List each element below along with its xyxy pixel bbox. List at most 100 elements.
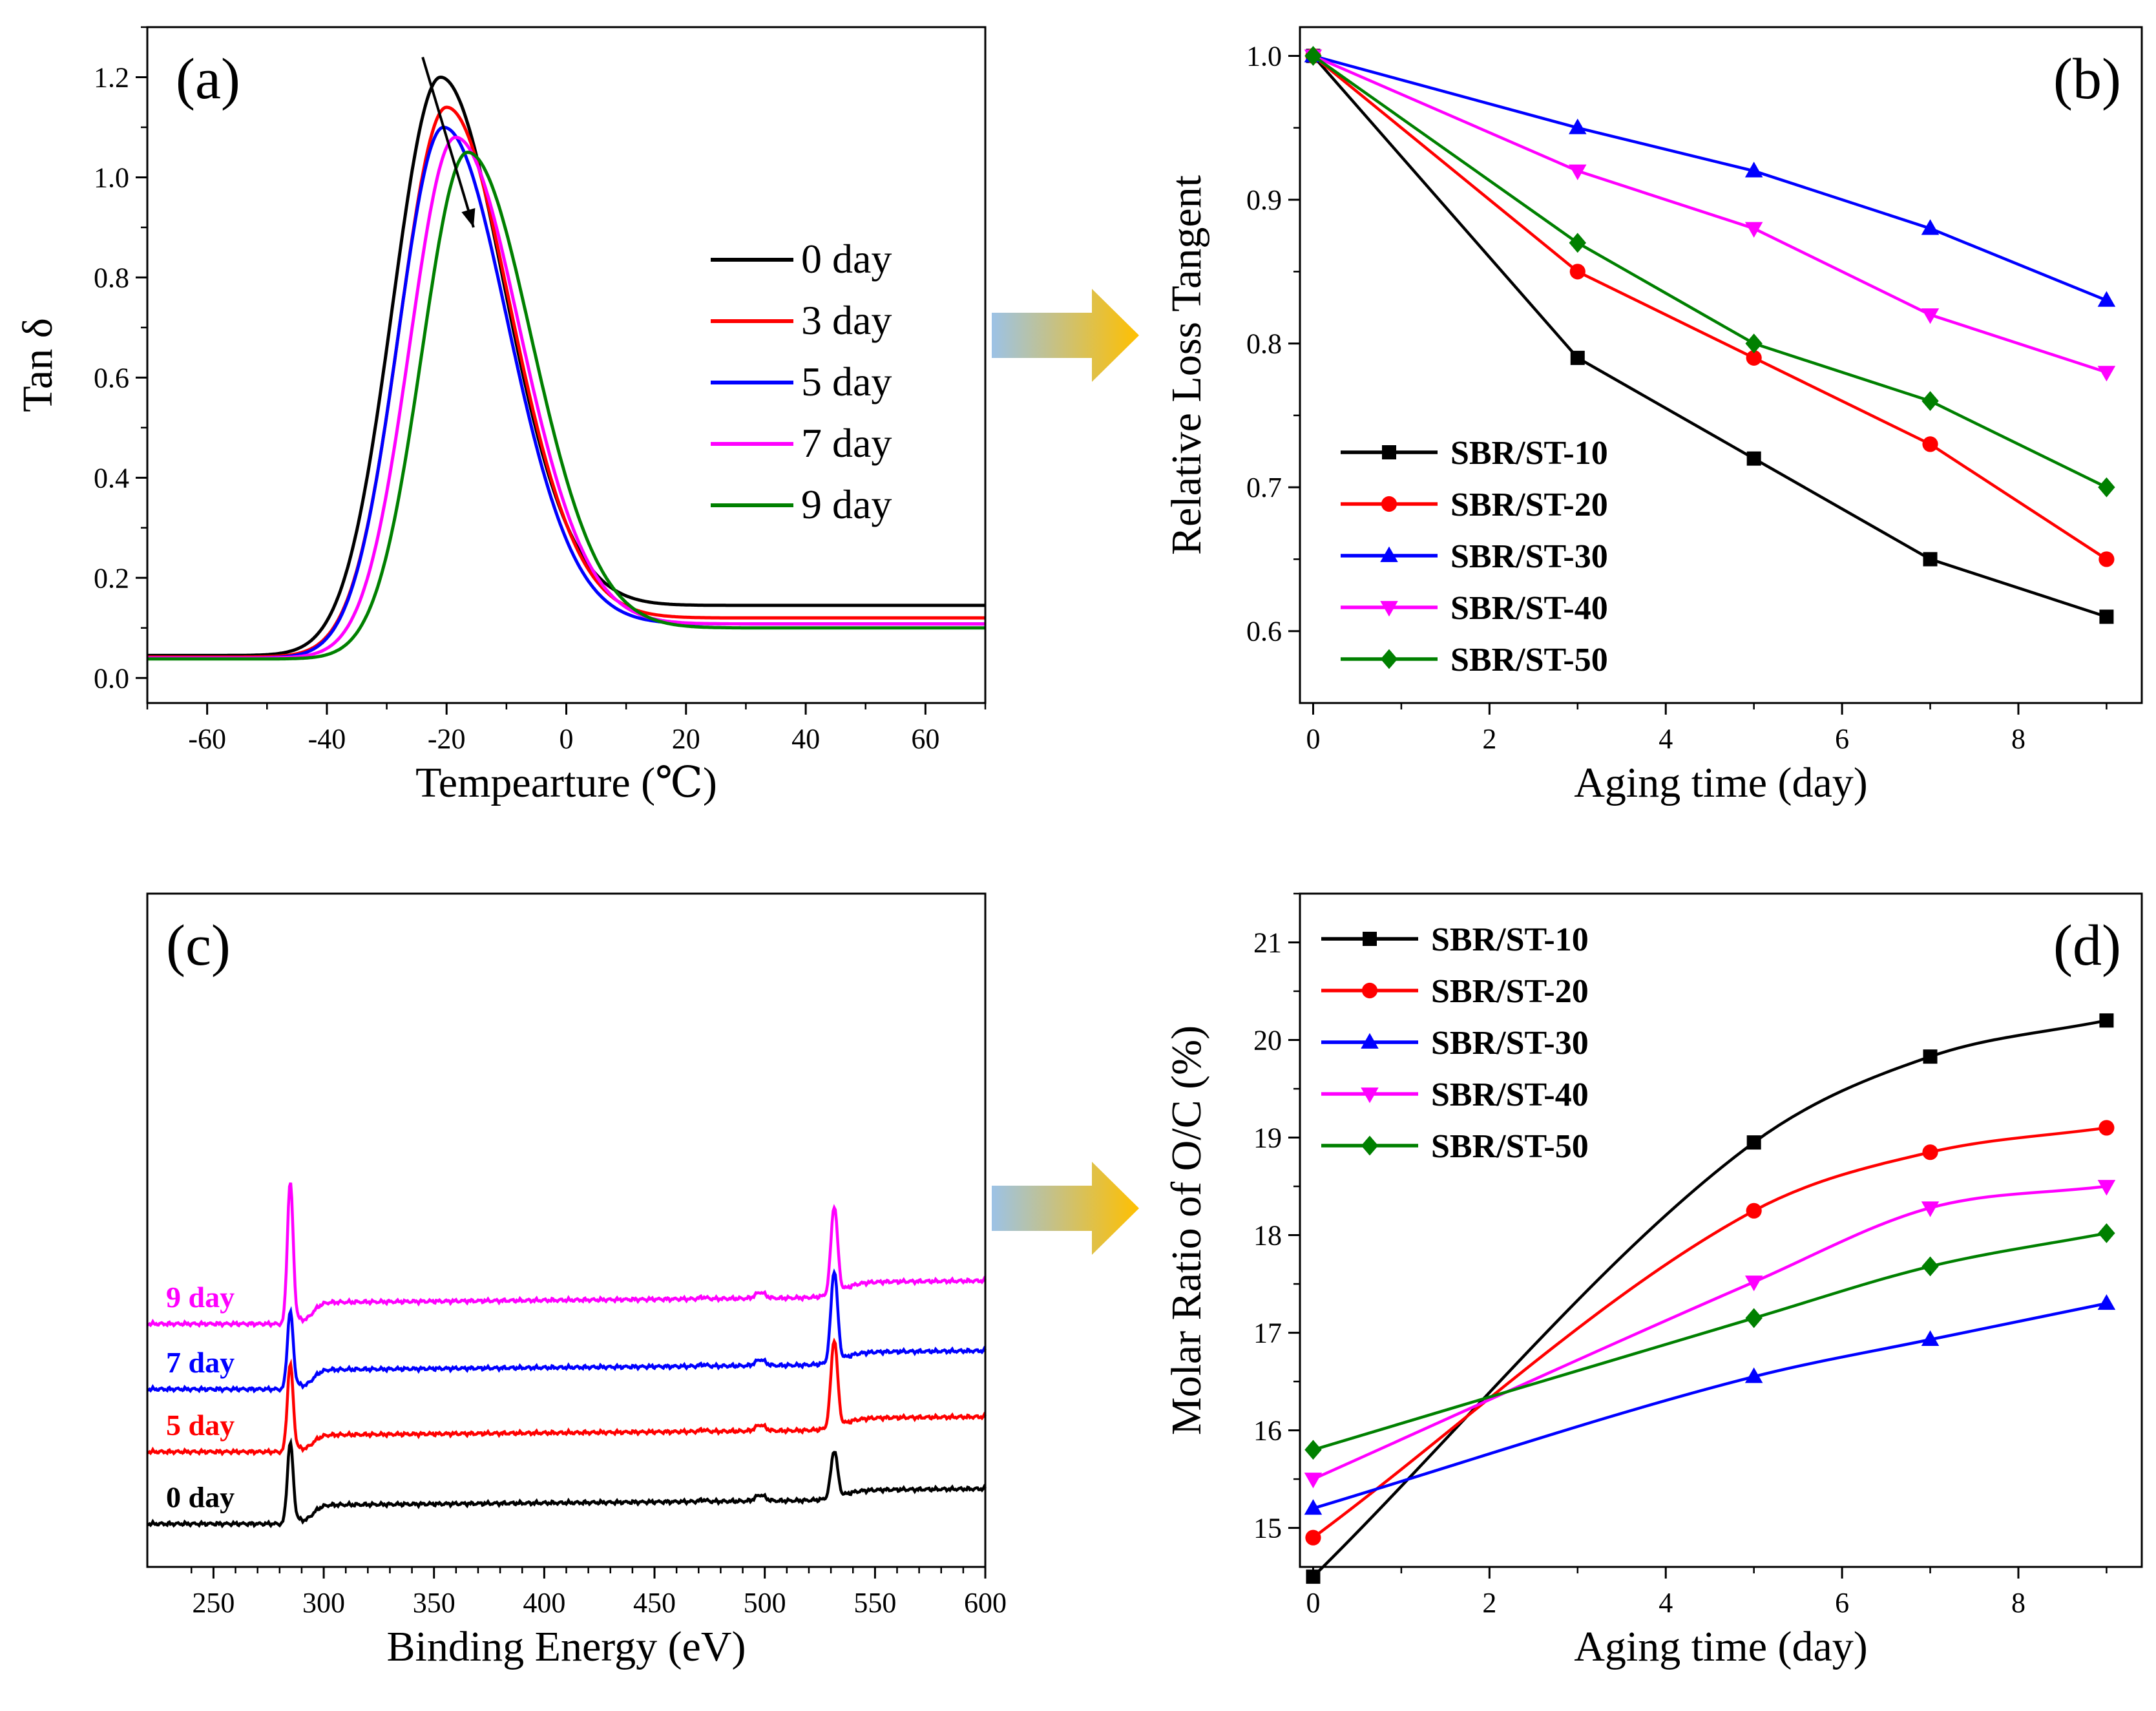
data-point-triangle-down bbox=[1921, 1201, 1940, 1217]
arrow-c-to-d bbox=[992, 1162, 1139, 1255]
series-line-0-day bbox=[147, 1437, 987, 1529]
x-axis-title: Aging time (day) bbox=[1574, 759, 1868, 806]
series-line-SBR-ST-30 bbox=[1312, 54, 2108, 302]
x-tick-label: 8 bbox=[2011, 1587, 2025, 1619]
y-tick-label: 0.6 bbox=[1246, 616, 1282, 647]
legend-label: 9 day bbox=[801, 481, 892, 527]
data-point-triangle-down bbox=[1361, 1087, 1379, 1104]
y-tick-label: 0.9 bbox=[1246, 184, 1282, 216]
legend-label: SBR/ST-20 bbox=[1431, 973, 1589, 1010]
x-tick-label: 350 bbox=[413, 1587, 455, 1619]
arrow-a-to-b bbox=[992, 289, 1139, 382]
data-point-square bbox=[2099, 609, 2114, 624]
legend-label: SBR/ST-30 bbox=[1431, 1025, 1589, 1062]
y-tick-label: 19 bbox=[1253, 1122, 1282, 1154]
y-tick-label: 1.0 bbox=[94, 162, 129, 193]
data-point-triangle-down bbox=[1380, 601, 1398, 617]
data-point-triangle-up bbox=[1380, 546, 1398, 562]
legend-label: 5 day bbox=[801, 359, 892, 404]
data-point-triangle-down bbox=[2097, 366, 2116, 382]
y-tick-label: 1.2 bbox=[94, 61, 129, 93]
legend-label: SBR/ST-10 bbox=[1431, 921, 1589, 958]
series-label: 0 day bbox=[166, 1480, 235, 1513]
x-tick-label: 0 bbox=[1306, 1587, 1320, 1619]
data-point-diamond bbox=[1569, 233, 1586, 253]
data-point-circle bbox=[2098, 1120, 2115, 1136]
series-line-9-day bbox=[147, 151, 985, 661]
data-point-triangle-down bbox=[1744, 222, 1763, 238]
y-axis-title: Molar Ratio of O/C (%) bbox=[1163, 1025, 1210, 1435]
x-tick-label: 6 bbox=[1835, 1587, 1849, 1619]
legend-label: SBR/ST-10 bbox=[1450, 435, 1608, 472]
data-point-triangle-up bbox=[1304, 1499, 1323, 1515]
data-point-circle bbox=[1746, 350, 1762, 366]
panel-label: (b) bbox=[2053, 47, 2121, 111]
data-point-diamond bbox=[1304, 46, 1322, 66]
x-tick-label: 20 bbox=[672, 723, 700, 755]
y-tick-label: 0.2 bbox=[94, 562, 129, 594]
series-line-9-day bbox=[147, 1182, 987, 1328]
data-point-circle bbox=[1381, 496, 1397, 512]
plot-frame bbox=[146, 892, 987, 1568]
plot-frame bbox=[1299, 892, 2143, 1568]
series-line-SBR-ST-30 bbox=[1312, 1302, 2107, 1510]
data-point-circle bbox=[1305, 1529, 1321, 1546]
x-axis-title: Tempearture (℃) bbox=[415, 759, 717, 806]
data-point-diamond bbox=[1745, 333, 1763, 354]
data-point-triangle-down bbox=[1569, 164, 1587, 180]
y-tick-label: 0.8 bbox=[94, 262, 129, 293]
data-point-triangle-up bbox=[1744, 162, 1763, 178]
chart-panel-a: -60 -40 -20 0 20 40 60 0.0 0.2 0.4 0.6 0.8 1.0 1.2 Tem… bbox=[14, 26, 987, 806]
series-line-SBR-ST-50 bbox=[1312, 1232, 2107, 1451]
legend-label: SBR/ST-50 bbox=[1431, 1128, 1589, 1165]
x-tick-label: -40 bbox=[308, 723, 346, 755]
data-point-circle bbox=[1922, 436, 1938, 452]
legend-label: 7 day bbox=[801, 420, 892, 466]
x-tick-label: 2 bbox=[1482, 723, 1496, 755]
data-point-square bbox=[2099, 1013, 2114, 1028]
x-tick-label: 0 bbox=[1306, 723, 1320, 755]
x-tick-label: 8 bbox=[2011, 723, 2025, 755]
y-tick-label: 0.0 bbox=[94, 662, 129, 694]
x-tick-label: 4 bbox=[1659, 1587, 1673, 1619]
x-tick-label: 4 bbox=[1659, 723, 1673, 755]
y-tick-label: 0.4 bbox=[94, 462, 129, 494]
shift-arrow-line bbox=[421, 56, 475, 228]
x-tick-label: 500 bbox=[744, 1587, 786, 1619]
legend-label: 3 day bbox=[801, 297, 892, 343]
x-tick-label: 300 bbox=[302, 1587, 345, 1619]
series-label: 7 day bbox=[166, 1346, 235, 1379]
x-tick-label: 0 bbox=[560, 723, 574, 755]
data-point-triangle-up bbox=[2097, 291, 2116, 307]
x-axis-title: Aging time (day) bbox=[1574, 1623, 1868, 1670]
x-tick-label: 400 bbox=[523, 1587, 565, 1619]
data-point-square bbox=[1746, 451, 1761, 466]
chart-panel-b: 0 2 4 6 8 0.6 0.7 0.8 0.9 1.0 Aging time (day) Rela… bbox=[1163, 26, 2143, 806]
y-tick-label: 21 bbox=[1253, 927, 1282, 959]
data-point-triangle-up bbox=[1569, 118, 1587, 134]
series-label: 5 day bbox=[166, 1409, 235, 1442]
y-tick-label: 20 bbox=[1253, 1025, 1282, 1056]
panel-label: (d) bbox=[2053, 914, 2121, 978]
series-label: 9 day bbox=[166, 1281, 235, 1314]
data-point-triangle-up bbox=[1361, 1033, 1379, 1049]
data-point-diamond bbox=[1745, 1308, 1763, 1328]
data-point-triangle-up bbox=[1921, 219, 1940, 235]
x-tick-label: -60 bbox=[188, 723, 226, 755]
chart-panel-c: 0 day 5 day 7 day 9 day 250 300 350 400 450 500 55… bbox=[146, 892, 1007, 1670]
data-point-diamond bbox=[1921, 391, 1939, 412]
y-axis-title: Relative Loss Tangent bbox=[1163, 175, 1210, 555]
data-point-circle bbox=[2098, 551, 2115, 567]
x-tick-label: 2 bbox=[1482, 1587, 1496, 1619]
data-point-diamond bbox=[1304, 1440, 1322, 1460]
legend-label: SBR/ST-50 bbox=[1450, 642, 1608, 678]
data-point-diamond bbox=[2098, 477, 2115, 498]
legend-label: SBR/ST-40 bbox=[1431, 1076, 1589, 1113]
x-tick-label: 60 bbox=[911, 723, 939, 755]
plot-frame bbox=[1299, 26, 2143, 704]
data-point-square bbox=[1363, 932, 1377, 946]
data-point-circle bbox=[1922, 1144, 1938, 1160]
x-tick-label: 250 bbox=[192, 1587, 235, 1619]
data-point-square bbox=[1746, 1135, 1761, 1150]
